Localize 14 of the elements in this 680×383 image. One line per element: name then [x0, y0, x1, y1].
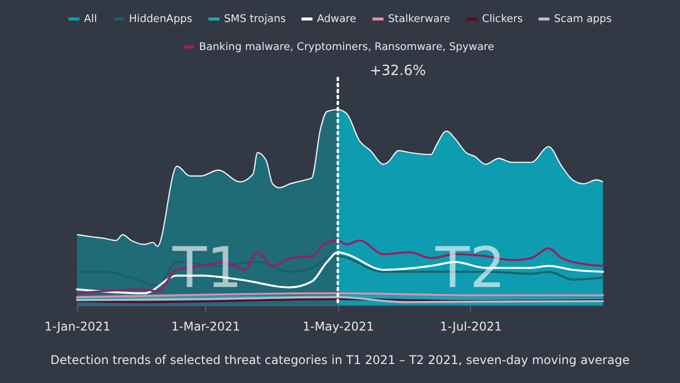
legend-label: HiddenApps: [129, 13, 192, 25]
legend-label: Scam apps: [554, 13, 612, 25]
legend-label: Banking malware, Cryptominers, Ransomware, Spyware: [199, 41, 494, 53]
x-tick-label: 1-Jan-2021: [44, 320, 110, 334]
legend-label: Clickers: [482, 13, 523, 25]
x-tick-label: 1-Mar-2021: [171, 320, 240, 334]
legend-label: All: [84, 13, 98, 25]
legend-label: Stalkerware: [388, 13, 450, 25]
legend-label: SMS trojans: [224, 13, 286, 25]
x-tick-label: 1-Jul-2021: [440, 320, 502, 334]
text: Detection trends of selected threat categories in T1 2021 – T2 2021, seven-day moving average: [50, 353, 630, 367]
text: +32.6%: [370, 63, 426, 79]
legend-label: Adware: [317, 13, 356, 25]
x-tick-label: 1-May-2021: [302, 320, 374, 334]
